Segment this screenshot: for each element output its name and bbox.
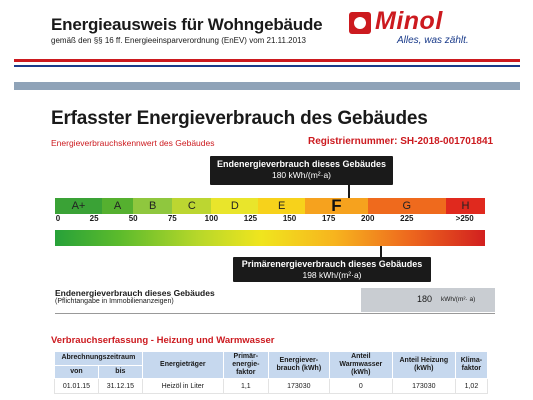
energy-class-c: C (172, 198, 212, 214)
scale-tick: 200 (361, 214, 375, 223)
header-stripe-grey (14, 82, 520, 90)
scale-tick: 75 (167, 214, 177, 223)
header-climate: Klima-faktor (454, 351, 489, 379)
scale-tick: 225 (400, 214, 414, 223)
document-subtitle: gemäß den §§ 16 ff. Energieeinsparverord… (51, 36, 306, 45)
primary-energy-pointer (380, 246, 382, 258)
energy-class-a: A (101, 198, 134, 214)
cell-warm-water: 0 (328, 378, 393, 394)
cell-carrier: Heizöl in Liter (141, 378, 224, 394)
header-warm-water: Anteil Warmwasser (kWh) (328, 351, 393, 379)
header-stripe-red (14, 59, 520, 62)
cell-consumption: 173030 (267, 378, 330, 394)
scale-tick: >250 (455, 214, 474, 223)
header-stripe-blue (14, 65, 520, 67)
header-primary-factor: Primär-energie-faktor (222, 351, 269, 379)
scale-tick: 100 (204, 214, 219, 223)
end-energy-callout: Endenergieverbrauch dieses Gebäudes 180 … (210, 156, 393, 185)
scale-tick: 0 (55, 214, 61, 223)
energy-class-d: D (211, 198, 259, 214)
end-energy-summary: Endenergieverbrauch dieses Gebäudes (Pfl… (55, 288, 495, 312)
minol-logo-mark-icon (349, 12, 371, 34)
primary-energy-callout-label: Primärenergieverbrauch dieses Gebäudes (241, 259, 423, 269)
consumption-table: Abrechnungszeitraum Energieträger Primär… (54, 351, 489, 394)
cell-from: 01.01.15 (54, 378, 99, 394)
cell-climate: 1,02 (454, 378, 489, 394)
table-row: 01.01.15 31.12.15 Heizöl in Liter 1,1 17… (54, 378, 489, 394)
logo-name: Minol (375, 7, 443, 35)
header-period: Abrechnungszeitraum (54, 351, 143, 366)
end-energy-callout-value: 180 kWh/(m²·a) (271, 170, 332, 180)
energy-class-g: G (367, 198, 446, 214)
energy-class-h: H (445, 198, 485, 214)
cell-to: 31.12.15 (97, 378, 143, 394)
kennwert-label: Energieverbrauchskennwert des Gebäudes (51, 138, 215, 148)
consumption-title: Verbrauchserfassung - Heizung und Warmwa… (51, 335, 275, 346)
scale-tick: 125 (243, 214, 258, 223)
summary-divider (55, 313, 495, 314)
end-energy-callout-label: Endenergieverbrauch dieses Gebäudes (216, 159, 387, 169)
energy-class-a-plus: A+ (55, 198, 102, 214)
document-title: Energieausweis für Wohngebäude (51, 15, 323, 34)
minol-logo: Minol Alles, was zählt. (349, 7, 487, 52)
energy-class-b: B (133, 198, 173, 214)
energy-class-scale: A+ A B C D E F G H (55, 197, 485, 214)
primary-energy-callout: Primärenergieverbrauch dieses Gebäudes 1… (233, 257, 431, 282)
section-title: Erfasster Energieverbrauch des Gebäudes (51, 108, 428, 129)
end-energy-summary-note: (Pflichtangabe in Immobilienanzeigen) (55, 298, 174, 305)
primary-energy-callout-value: 198 kWh/(m²·a) (302, 270, 362, 280)
cell-heating: 173030 (391, 378, 456, 394)
end-energy-pointer (348, 185, 350, 198)
header-from: von (54, 364, 99, 379)
end-energy-summary-value-box: 180 kWh/(m²· a) (361, 288, 495, 312)
cell-primary-factor: 1,1 (222, 378, 269, 394)
header-carrier: Energieträger (141, 351, 224, 379)
scale-tick: 25 (89, 214, 99, 223)
primary-energy-gradient-scale (55, 230, 485, 246)
logo-tagline: Alles, was zählt. (397, 35, 469, 46)
end-energy-summary-label: Endenergieverbrauch dieses Gebäudes (55, 288, 215, 298)
end-energy-summary-value: 180 (417, 294, 433, 304)
header-to: bis (97, 364, 143, 379)
end-energy-summary-unit: kWh/(m²· a) (441, 296, 476, 303)
energy-class-e: E (258, 198, 306, 214)
energy-class-f: F (305, 197, 368, 214)
scale-tick: 150 (282, 214, 297, 223)
header-heating: Anteil Heizung (kWh) (391, 351, 456, 379)
header-consumption: Energiever-brauch (kWh) (267, 351, 330, 379)
registration-number: Registriernummer: SH-2018-001701841 (308, 136, 494, 147)
scale-tick: 50 (128, 214, 138, 223)
scale-tick: 175 (321, 214, 336, 223)
